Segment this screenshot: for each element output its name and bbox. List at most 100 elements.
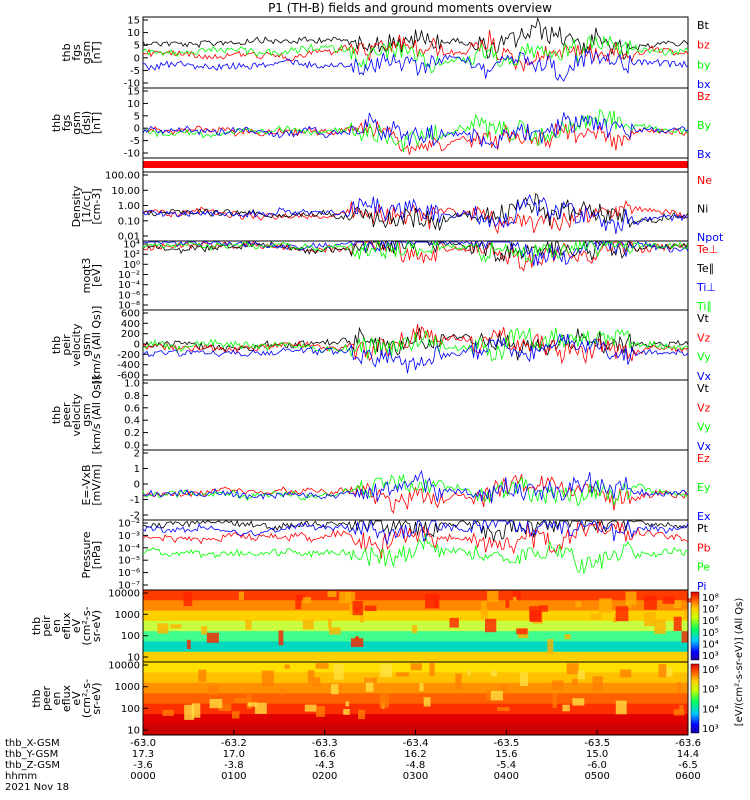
colorbar-tick-label: 10⁸ xyxy=(702,593,719,604)
x-tick-label: 15.0 xyxy=(586,749,608,760)
series-line-Bx xyxy=(142,112,689,149)
heatmap-band xyxy=(143,714,688,726)
y-tick-label: -200 xyxy=(117,350,140,361)
series-line-Vz xyxy=(142,324,689,365)
heatmap-cell xyxy=(423,697,431,707)
heatmap-cell xyxy=(333,664,344,680)
heatmap-cell xyxy=(490,670,498,677)
series-line-Ti∥ xyxy=(142,240,689,264)
y-axis-label: en xyxy=(50,619,63,633)
heatmap-cell xyxy=(626,601,632,608)
heatmap-cell xyxy=(157,623,169,634)
y-axis-label: peir xyxy=(60,334,73,356)
y-axis-label: gsm xyxy=(80,41,93,64)
heatmap-cell xyxy=(296,594,306,601)
y-tick-label: 0 xyxy=(134,53,140,64)
series-line-Pe xyxy=(142,533,689,574)
y-axis-label: peir xyxy=(40,615,53,637)
colorbar-tick-label: 10⁴ xyxy=(702,639,719,650)
y-tick-label: 600 xyxy=(121,309,140,320)
x-tick-label: -63.4 xyxy=(403,738,429,749)
series-line-By xyxy=(142,108,689,153)
y-axis-label: fgs xyxy=(60,114,73,131)
y-tick-label: 100 xyxy=(121,631,140,642)
legend-entry: Ey xyxy=(697,481,711,494)
heatmap-cell xyxy=(328,618,332,629)
heatmap-cell xyxy=(677,682,681,693)
heatmap-cell xyxy=(615,606,629,622)
heatmap-cell xyxy=(590,613,602,620)
legend-entry: Vt xyxy=(697,312,710,325)
colorbar-tick-label: 10⁵ xyxy=(702,628,719,639)
x-tick-label: -4.3 xyxy=(315,760,335,771)
y-axis-label: [nPa] xyxy=(90,541,103,569)
heatmap-cell xyxy=(497,707,510,711)
heatmap-cell xyxy=(673,616,682,631)
heatmap-cell xyxy=(364,605,377,612)
chart-title: P1 (TH-B) fields and ground moments over… xyxy=(268,1,552,15)
heatmap-band xyxy=(143,672,688,684)
heatmap-cell xyxy=(302,597,312,604)
y-tick-label: 0.10 xyxy=(118,216,140,227)
y-tick-label: 10000 xyxy=(108,589,140,600)
heatmap-cell xyxy=(186,639,191,649)
y-axis-label: Pressure xyxy=(80,531,93,578)
heatmap-band xyxy=(143,610,688,622)
heatmap-cell xyxy=(345,701,350,707)
heatmap-cell xyxy=(355,636,359,641)
series-line-Ni xyxy=(142,192,689,231)
panel-p8: 2 1 0 -1 -2 E=-VxB[mV/m] Ez Ey Ex xyxy=(80,449,711,524)
heatmap-cell xyxy=(449,617,459,628)
series-line-Pb xyxy=(142,520,689,559)
y-axis-label: thb xyxy=(30,617,43,635)
heatmap-cell xyxy=(302,619,314,630)
heatmap-band xyxy=(143,600,688,612)
y-tick-label: -600 xyxy=(117,371,140,382)
y-axis-label: gsm xyxy=(80,333,93,356)
heatmap-cell xyxy=(551,680,564,690)
heatmap-cell xyxy=(349,603,353,615)
x-tick-label: 16.6 xyxy=(314,749,336,760)
legend-entry: bx xyxy=(697,78,711,91)
y-axis-label: en xyxy=(50,692,63,706)
y-axis-label: peer xyxy=(60,402,73,428)
series-line-Vx xyxy=(142,333,689,374)
y-tick-label: 10⁻⁸ xyxy=(118,301,140,312)
heatmap-cell xyxy=(615,700,627,715)
y-axis-label: [eV] xyxy=(90,264,103,287)
heatmap-cell xyxy=(238,591,244,600)
heatmap-cell xyxy=(280,688,287,695)
heatmap-cell xyxy=(355,607,359,612)
legend-entry: Ex xyxy=(697,510,711,523)
y-axis-label: eV xyxy=(70,618,83,633)
heatmap-cell xyxy=(572,678,578,685)
heatmap-cell xyxy=(254,702,267,714)
legend-entry: Vy xyxy=(697,421,711,434)
legend-entry: Ne xyxy=(697,174,712,187)
y-tick-label: 10⁻⁶ xyxy=(118,568,140,579)
colorbar-tick-label: 10⁴ xyxy=(702,704,719,715)
y-axis-label: (cm²-s- xyxy=(80,679,93,718)
x-tick-label: -5.4 xyxy=(497,760,517,771)
y-tick-label: 0.0 xyxy=(124,441,140,452)
y-axis-label: sr-eV) xyxy=(90,610,103,642)
heatmap-cell xyxy=(425,593,438,609)
y-axis-label: E=-VxB xyxy=(80,464,93,505)
panel-frame xyxy=(142,379,689,451)
y-axis-label: velocity xyxy=(70,323,83,366)
y-tick-label: 10⁻² xyxy=(118,519,140,530)
legend-entry: Ez xyxy=(697,452,710,465)
y-axis-label: [1/cc] xyxy=(80,191,93,222)
panel-p11: 10000 1000 100 10 thbpeerenefluxeV(cm²-s-sr-… xyxy=(30,661,689,737)
panel-frame xyxy=(142,87,689,159)
heatmap-cell xyxy=(505,600,510,608)
colorbar-tick-label: 10⁵ xyxy=(702,685,719,696)
legend-entry: Pe xyxy=(697,561,710,574)
y-axis-label: [nT] xyxy=(90,112,103,134)
heatmap-cell xyxy=(599,598,612,613)
y-axis-label: (cm²-s- xyxy=(80,606,93,645)
heatmap-cell xyxy=(307,670,315,683)
